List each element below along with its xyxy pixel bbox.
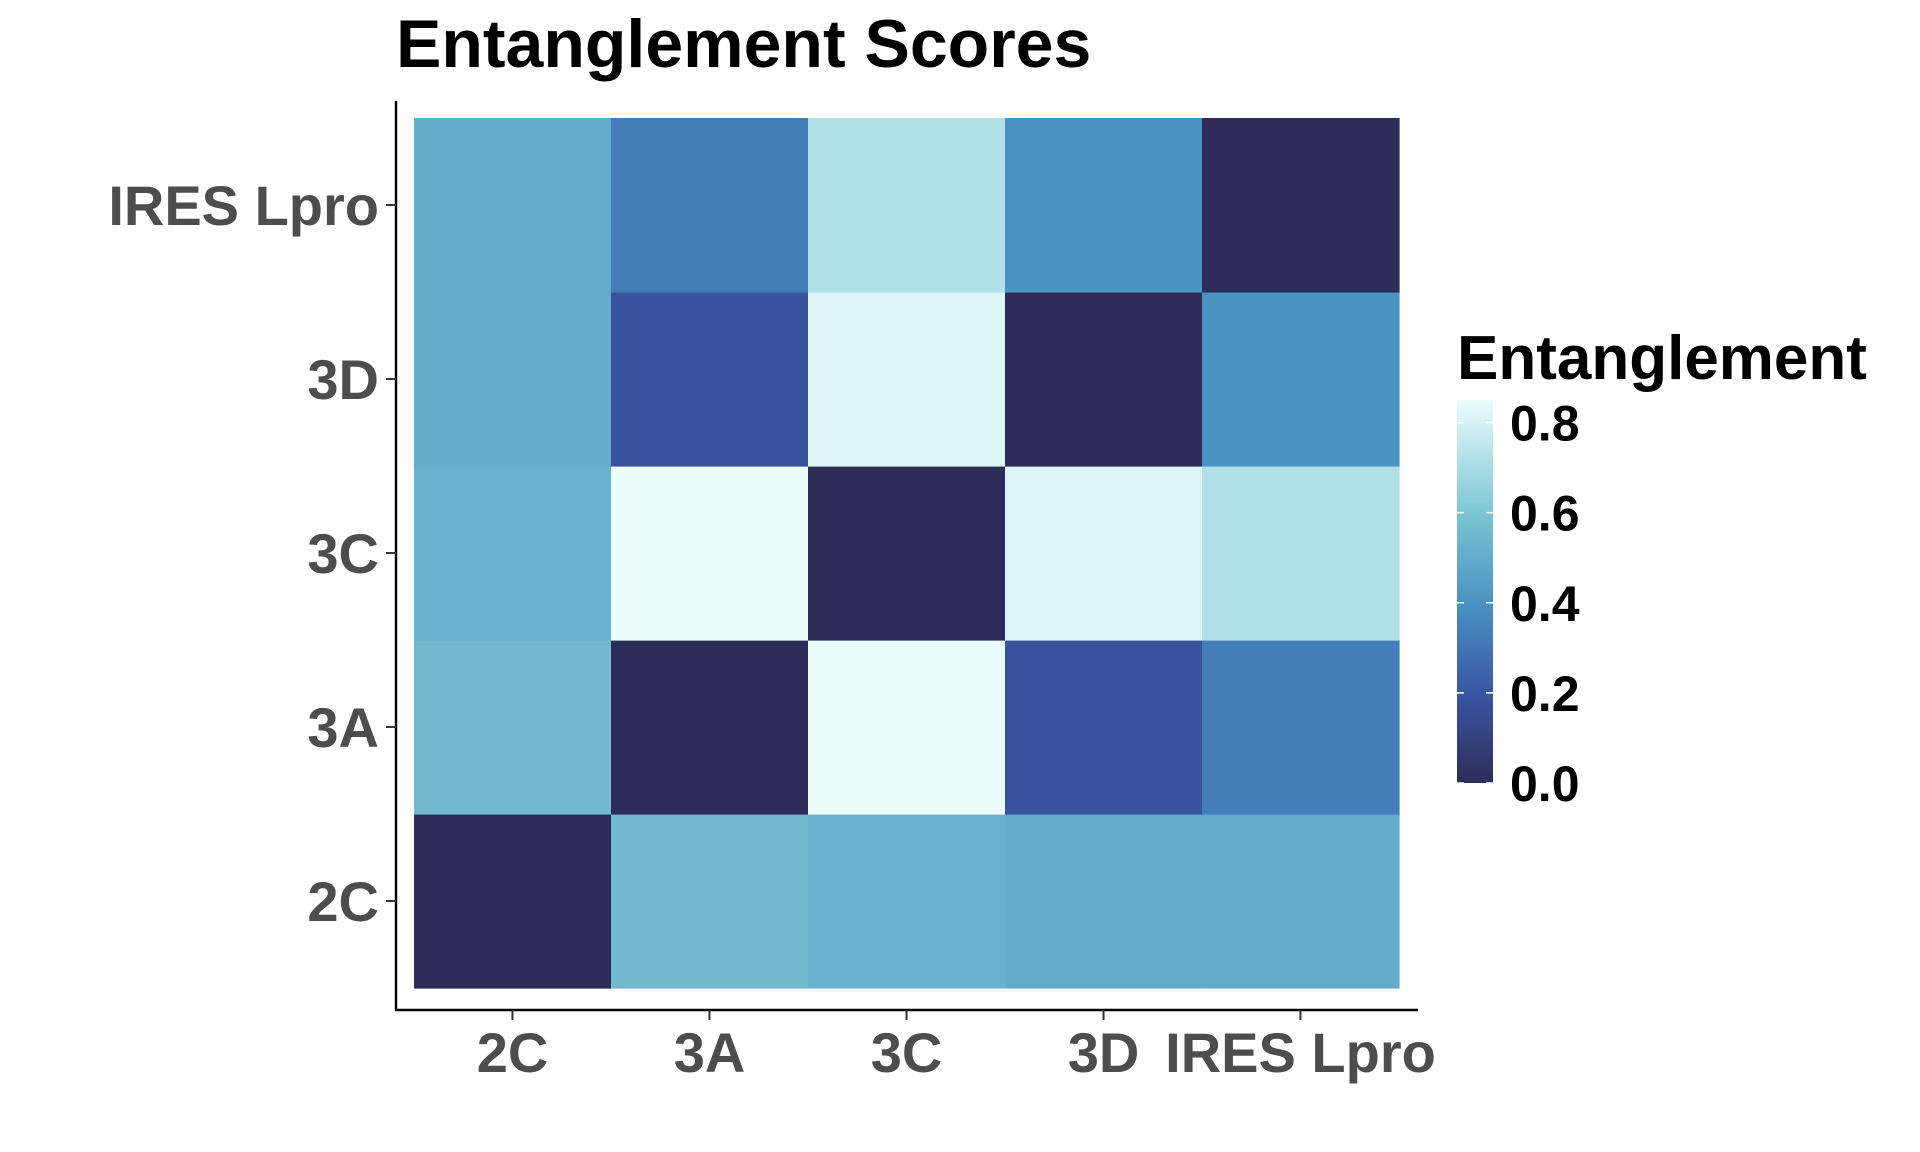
legend-colorbar <box>1457 400 1493 783</box>
heatmap-cell <box>414 640 612 815</box>
x-tick-label: 3C <box>871 1021 943 1084</box>
heatmap-cell <box>808 292 1006 467</box>
heatmap-cell <box>808 118 1006 293</box>
heatmap-cell <box>1005 814 1203 989</box>
y-tick-label: 3C <box>307 522 379 585</box>
legend: Entanglement 0.0 0.2 0.4 0.6 0.8 <box>1457 324 1867 812</box>
y-tick-label: 3D <box>307 348 379 411</box>
y-tick-label: 3A <box>307 696 379 759</box>
heatmap-cell <box>611 292 809 467</box>
chart-title: Entanglement Scores <box>396 6 1091 82</box>
heatmap-cell <box>1202 640 1400 815</box>
x-axis-ticks: 2C 3A 3C 3D IRES Lpro <box>477 1010 1436 1084</box>
y-tick-label: IRES Lpro <box>108 174 379 237</box>
x-tick-label: IRES Lpro <box>1165 1021 1436 1084</box>
y-axis-ticks: 2C 3A 3C 3D IRES Lpro <box>108 174 396 933</box>
heatmap-cell <box>611 640 809 815</box>
heatmap-cell <box>611 814 809 989</box>
heatmap-cell <box>1202 466 1400 641</box>
heatmap-cell <box>808 814 1006 989</box>
x-tick-label: 3D <box>1068 1021 1140 1084</box>
x-tick-label: 2C <box>477 1021 549 1084</box>
heatmap-cell <box>611 118 809 293</box>
heatmap-cell <box>1202 814 1400 989</box>
heatmap-cell <box>1202 292 1400 467</box>
heatmap-cell <box>1005 466 1203 641</box>
legend-tick-label: 0.0 <box>1510 756 1580 812</box>
heatmap-cell <box>808 640 1006 815</box>
legend-tick-label: 0.6 <box>1510 486 1580 542</box>
heatmap-cell <box>1005 640 1203 815</box>
heatmap-cells <box>414 118 1400 989</box>
heatmap-cell <box>414 814 612 989</box>
heatmap-cell <box>808 466 1006 641</box>
legend-tick-label: 0.4 <box>1510 576 1580 632</box>
legend-tick-label: 0.8 <box>1510 396 1580 452</box>
heatmap-cell <box>1005 292 1203 467</box>
heatmap-cell <box>1005 118 1203 293</box>
legend-title: Entanglement <box>1457 324 1867 393</box>
heatmap-cell <box>414 292 612 467</box>
heatmap-cell <box>414 118 612 293</box>
x-tick-label: 3A <box>674 1021 746 1084</box>
heatmap-cell <box>611 466 809 641</box>
legend-tick-label: 0.2 <box>1510 666 1580 722</box>
heatmap-cell <box>414 466 612 641</box>
legend-ticks: 0.0 0.2 0.4 0.6 0.8 <box>1457 396 1580 812</box>
y-tick-label: 2C <box>307 870 379 933</box>
heatmap-cell <box>1202 118 1400 293</box>
